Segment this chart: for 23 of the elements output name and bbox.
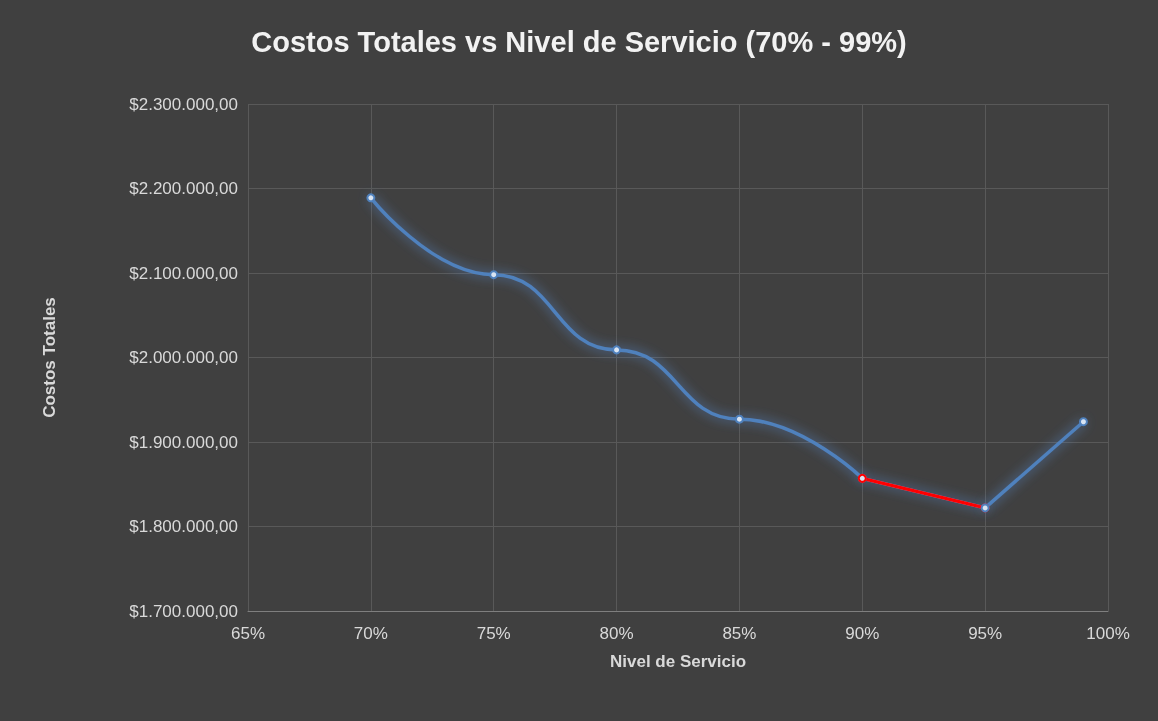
y-tick-label: $1.800.000,00 — [129, 517, 238, 536]
x-tick-label: 75% — [476, 624, 511, 643]
y-tick-label: $2.000.000,00 — [129, 348, 238, 367]
point — [734, 414, 744, 424]
x-tick-label: 85% — [722, 624, 757, 643]
x-tick-label: 80% — [599, 624, 634, 643]
y-tick-label: $2.300.000,00 — [129, 94, 238, 114]
point — [1078, 417, 1088, 427]
x-tick-label: 65% — [230, 624, 266, 643]
y-tick-label: $1.900.000,00 — [129, 432, 238, 452]
y-tick-label: $1.700.000,00 — [129, 601, 238, 621]
y-tick-label: $2.100.000,00 — [129, 263, 238, 283]
point — [366, 193, 376, 203]
y-tick-label: $2.200.000,00 — [129, 179, 238, 198]
point — [489, 270, 499, 280]
x-tick-label: 95% — [968, 624, 1003, 643]
y-axis-title: Costos Totales — [40, 297, 59, 418]
x-tick-label: 70% — [353, 624, 388, 643]
point — [612, 345, 622, 355]
x-tick-label: 100% — [1086, 624, 1130, 643]
x-axis-title: Nivel de Servicio — [609, 652, 747, 671]
chart-title: Costos Totales vs Nivel de Servicio (70% - 99%) — [251, 25, 907, 58]
x-tick-label: 90% — [845, 624, 880, 643]
